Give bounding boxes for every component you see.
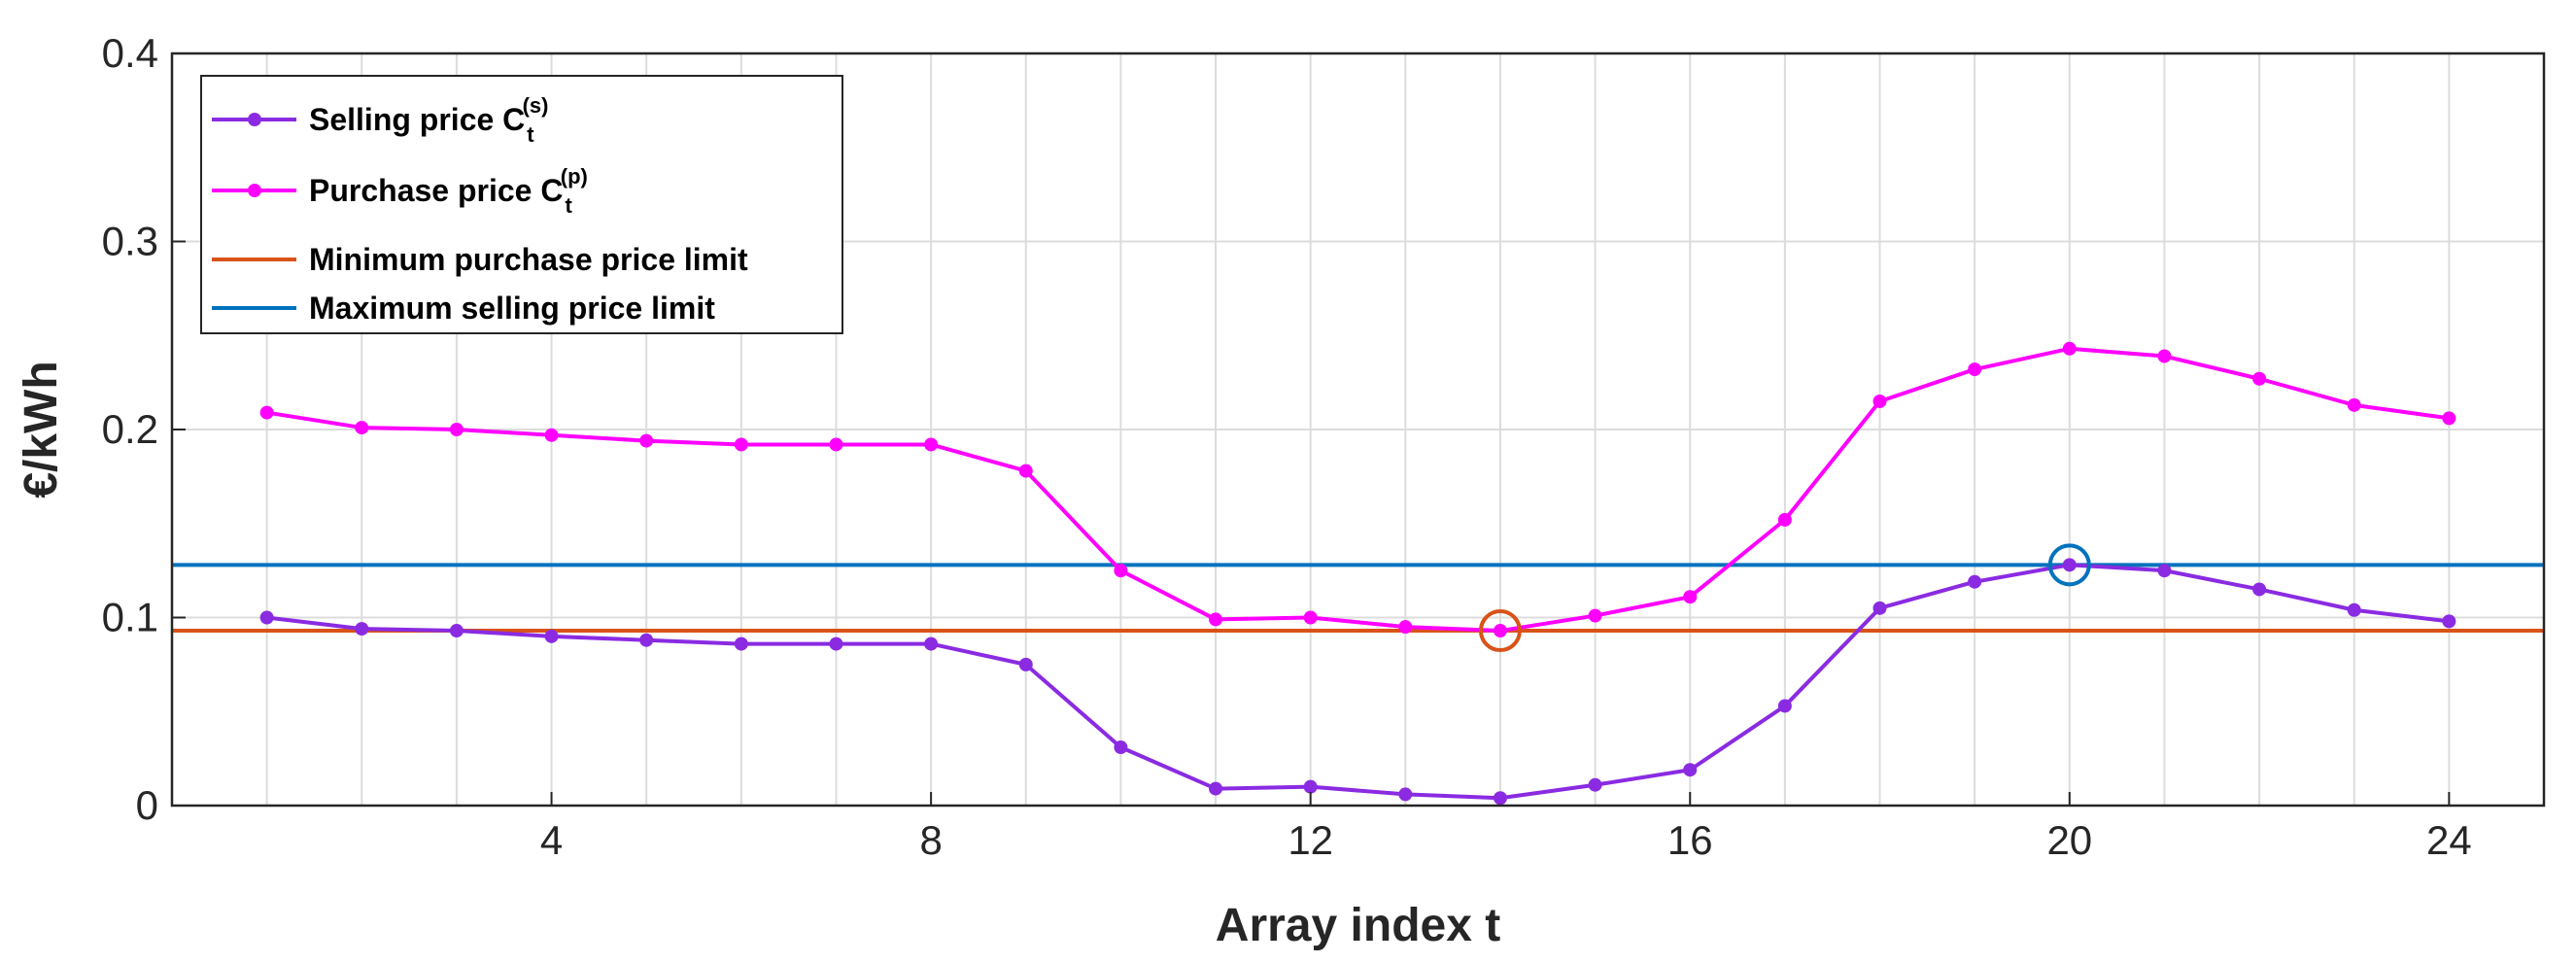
data-point: [734, 636, 748, 651]
data-point: [2157, 564, 2172, 578]
reference-lines: [172, 563, 2544, 634]
y-axis-label: €/kWh: [16, 361, 67, 498]
data-point: [1018, 464, 1033, 478]
x-axis-label: Array index t: [1216, 900, 1500, 951]
data-point: [2442, 411, 2456, 426]
data-point: [1588, 777, 1602, 792]
data-point: [449, 624, 464, 638]
data-point: [1683, 763, 1698, 777]
data-point: [1872, 601, 1887, 615]
y-tick-label: 0.3: [102, 219, 158, 264]
legend-label: Maximum selling price limit: [309, 291, 715, 326]
legend: Selling price Ct(s) Purchase price Ct(p) M…: [200, 75, 843, 334]
data-point: [924, 636, 939, 651]
data-point: [1493, 791, 1507, 806]
data-point: [2157, 349, 2172, 363]
data-point: [2252, 582, 2267, 597]
x-tick-label: 4: [540, 817, 563, 863]
data-point: [1777, 699, 1792, 713]
x-tick-label: 16: [1667, 817, 1713, 863]
x-tick-label: 20: [2046, 817, 2092, 863]
data-point: [1588, 608, 1602, 623]
y-tick-label: 0.2: [102, 406, 158, 452]
data-point: [259, 405, 274, 420]
x-axis-ticks: 4 8 12 16 20 24: [540, 792, 2472, 863]
data-point: [924, 437, 939, 452]
data-point: [1398, 787, 1413, 802]
data-point: [355, 622, 369, 636]
data-point: [2252, 371, 2267, 386]
legend-marker: [248, 184, 261, 197]
legend-box: [200, 75, 843, 334]
data-point: [449, 423, 464, 436]
data-point: [1018, 657, 1033, 671]
data-point: [355, 421, 369, 435]
data-point: [734, 437, 748, 452]
legend-marker: [248, 113, 261, 126]
data-point: [2062, 558, 2077, 572]
data-point: [1968, 362, 1982, 377]
data-point: [1209, 612, 1223, 627]
data-point: [1968, 574, 1982, 589]
data-point: [2442, 614, 2456, 629]
data-point: [1398, 620, 1413, 635]
data-point: [1493, 624, 1507, 638]
data-point: [1303, 779, 1318, 794]
data-point: [1777, 512, 1792, 527]
data-point: [639, 433, 654, 448]
y-axis-ticks: 0 0.1 0.2 0.3 0.4: [102, 30, 186, 828]
x-tick-label: 12: [1288, 817, 1333, 863]
data-point: [544, 428, 559, 442]
series-line: [266, 563, 2450, 801]
legend-label: Selling price Ct(s): [309, 93, 549, 147]
data-point: [2062, 341, 2077, 356]
highlight-circle: [2047, 543, 2091, 587]
legend-label: Purchase price Ct(p): [309, 164, 588, 218]
data-point: [2347, 397, 2361, 412]
series-line: [266, 346, 2450, 634]
data-point: [639, 633, 654, 647]
data-point: [2347, 602, 2361, 617]
data-point: [1209, 781, 1223, 796]
x-tick-label: 24: [2426, 817, 2472, 863]
series-group: [259, 341, 2456, 806]
highlight-circle: [1478, 609, 1522, 653]
legend-label: Minimum purchase price limit: [309, 242, 748, 277]
data-point: [1872, 394, 1887, 408]
y-tick-label: 0.4: [102, 30, 158, 76]
y-tick-label: 0: [136, 782, 158, 828]
data-point: [1303, 610, 1318, 625]
data-point: [1114, 740, 1128, 755]
data-point: [829, 636, 843, 651]
data-point: [544, 629, 559, 643]
y-tick-label: 0.1: [102, 595, 158, 640]
data-point: [259, 610, 274, 625]
data-point: [829, 437, 843, 452]
data-point: [1114, 564, 1128, 578]
x-tick-label: 8: [919, 817, 942, 863]
highlight-markers: [1478, 543, 2091, 653]
data-point: [1683, 590, 1698, 604]
